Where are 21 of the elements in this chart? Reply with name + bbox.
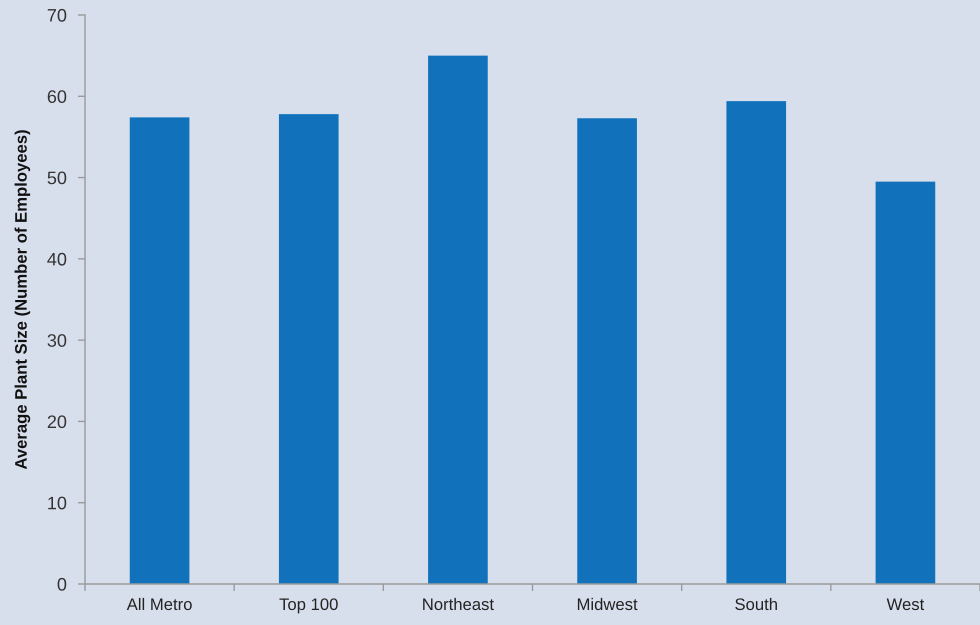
y-tick-label: 40 <box>47 252 66 266</box>
bar <box>876 182 936 584</box>
y-tick-label: 10 <box>48 496 66 510</box>
x-tick-label: Midwest <box>578 598 638 610</box>
y-axis-title: Average Plant Size (Number of Employees) <box>14 130 30 470</box>
x-tick-label: All Metro <box>126 598 192 610</box>
bar <box>428 56 488 584</box>
bar <box>130 117 190 584</box>
x-tick-label: Top 100 <box>279 598 338 614</box>
y-tick-label: 50 <box>48 172 66 184</box>
bar <box>278 114 339 584</box>
y-tick-label: 30 <box>48 334 66 347</box>
y-tick-label: 60 <box>48 90 66 104</box>
bar <box>726 101 786 584</box>
x-tick-label: Northeast <box>423 598 494 610</box>
y-tick-label: 0 <box>58 578 66 591</box>
y-tick-label: 20 <box>48 415 66 428</box>
x-tick-label: West <box>886 598 924 610</box>
x-tick-label: South <box>735 598 777 610</box>
y-tick-label: 70 <box>48 8 66 22</box>
bar <box>577 118 637 584</box>
